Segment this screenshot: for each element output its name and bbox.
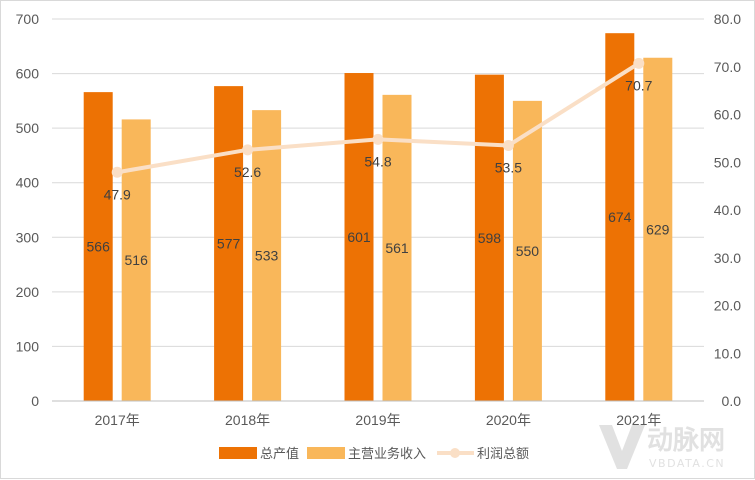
bar-main-revenue bbox=[512, 100, 542, 401]
bar-value-label: 516 bbox=[125, 252, 149, 268]
y-left-tick-label: 700 bbox=[16, 11, 40, 27]
watermark-text-cn: 动脉网 bbox=[647, 426, 725, 456]
x-tick-label: 2019年 bbox=[355, 412, 400, 428]
y-right-tick-label: 10.0 bbox=[714, 345, 741, 361]
bar-gross-output bbox=[605, 33, 635, 402]
y-left-tick-label: 400 bbox=[16, 175, 40, 191]
bar-value-label: 629 bbox=[646, 221, 670, 237]
vb-logo-icon bbox=[599, 425, 645, 469]
bars bbox=[83, 33, 673, 402]
y-right-tick-label: 70.0 bbox=[714, 59, 741, 75]
profit-value-label: 47.9 bbox=[104, 186, 131, 202]
legend-label-profit: 利润总额 bbox=[477, 447, 529, 462]
profit-value-label: 54.8 bbox=[364, 153, 391, 169]
bar-value-label: 598 bbox=[478, 230, 502, 246]
bar-main-revenue bbox=[643, 57, 673, 401]
y-left-tick-label: 0 bbox=[31, 393, 39, 409]
bar-gross-output bbox=[344, 73, 374, 402]
x-tick-label: 2017年 bbox=[95, 412, 140, 428]
y-left-tick-label: 500 bbox=[16, 120, 40, 136]
bar-gross-output bbox=[83, 92, 113, 401]
watermark-text-en: VBDATA.CN bbox=[649, 457, 725, 470]
watermark: 动脉网 VBDATA.CN bbox=[599, 425, 725, 470]
bar-value-label: 533 bbox=[255, 248, 279, 264]
y-left-tick-label: 600 bbox=[16, 66, 40, 82]
y-left-tick-label: 100 bbox=[16, 338, 40, 354]
data-labels: 566 577 601 598 674 516 533 561 550 629 47.9 52.6 54… bbox=[87, 77, 670, 268]
bar-gross-output bbox=[214, 86, 244, 401]
bar-value-label: 601 bbox=[347, 229, 371, 245]
bar-main-revenue bbox=[382, 94, 412, 402]
bar-value-label: 561 bbox=[385, 240, 409, 256]
legend-label-main-revenue: 主营业务收入 bbox=[348, 446, 426, 462]
bar-value-label: 674 bbox=[608, 209, 632, 225]
profit-value-label: 52.6 bbox=[234, 164, 261, 180]
legend-label-gross-output: 总产值 bbox=[260, 446, 299, 462]
x-tick-label: 2018年 bbox=[225, 412, 270, 428]
profit-value-label: 70.7 bbox=[625, 77, 652, 93]
legend-swatch-gross-output bbox=[219, 447, 257, 459]
bar-value-label: 577 bbox=[217, 236, 241, 252]
profit-point bbox=[502, 140, 514, 152]
axes: 0 100 200 300 400 500 600 700 0.0 10.0 20.0 30.0 40.… bbox=[16, 11, 742, 428]
y-right-tick-label: 0.0 bbox=[722, 393, 742, 409]
profit-value-label: 53.5 bbox=[495, 160, 522, 176]
x-tick-label: 2021年 bbox=[616, 412, 661, 428]
y-right-tick-label: 40.0 bbox=[714, 202, 741, 218]
y-right-tick-label: 30.0 bbox=[714, 250, 741, 266]
bar-value-label: 566 bbox=[87, 239, 111, 255]
y-right-tick-label: 60.0 bbox=[714, 107, 741, 123]
profit-line bbox=[111, 57, 645, 178]
legend-swatch-profit-marker bbox=[450, 448, 460, 458]
y-right-tick-label: 20.0 bbox=[714, 298, 741, 314]
bar-main-revenue bbox=[252, 110, 282, 402]
gridlines bbox=[52, 18, 704, 347]
profit-point bbox=[242, 144, 254, 156]
y-right-tick-label: 50.0 bbox=[714, 154, 741, 170]
profit-point bbox=[372, 133, 384, 145]
bar-value-label: 550 bbox=[516, 243, 540, 259]
y-right-tick-label: 80.0 bbox=[714, 11, 741, 27]
legend: 总产值 主营业务收入 利润总额 bbox=[219, 446, 529, 462]
legend-swatch-main-revenue bbox=[307, 447, 345, 459]
profit-point bbox=[111, 166, 123, 178]
bar-gross-output bbox=[474, 74, 504, 402]
y-left-tick-label: 200 bbox=[16, 284, 40, 300]
y-left-tick-label: 300 bbox=[16, 229, 40, 245]
x-tick-label: 2020年 bbox=[486, 412, 531, 428]
profit-point bbox=[633, 57, 645, 69]
